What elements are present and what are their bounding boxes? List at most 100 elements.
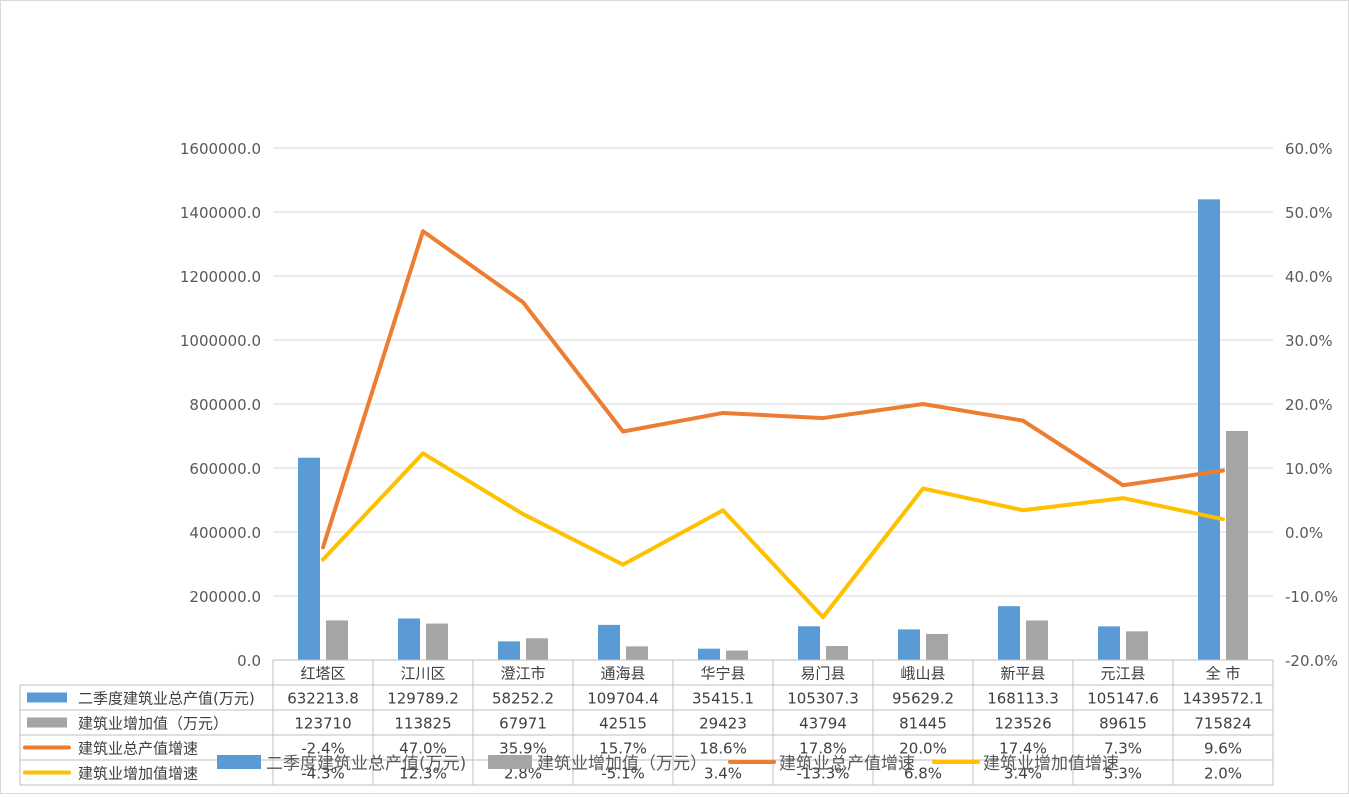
data-label: 58252.2 [492, 690, 554, 708]
y-left-tick-label: 1000000.0 [180, 332, 261, 350]
data-label: -4.3% [301, 765, 345, 783]
bar [998, 606, 1020, 660]
data-label: 168113.3 [987, 690, 1059, 708]
data-label: 6.8% [904, 765, 942, 783]
data-label: 35415.1 [692, 690, 754, 708]
data-label: -5.1% [601, 765, 645, 783]
data-label: 7.3% [1104, 740, 1142, 758]
data-label: 3.4% [1004, 765, 1042, 783]
data-label: 67971 [499, 715, 547, 733]
data-label: 47.0% [399, 740, 447, 758]
bar [826, 645, 848, 660]
table-series-name: 建筑业增加值增速 [78, 765, 198, 783]
y-left-tick-label: 800000.0 [189, 396, 261, 414]
legend-label: 建筑业增加值增速 [983, 754, 1119, 774]
data-label: 17.8% [799, 740, 847, 758]
y-right-tick-label: 0.0% [1285, 524, 1323, 542]
left-y-axis: 0.0 200000.0 400000.0 600000.0 800000.0 10000… [180, 140, 261, 670]
y-left-tick-label: 1400000.0 [180, 204, 261, 222]
bar-series-layer [298, 199, 1248, 661]
data-label: 29423 [699, 715, 747, 733]
bar [326, 620, 348, 660]
x-category-label: 新平县 [1000, 665, 1045, 683]
data-label: 81445 [899, 715, 947, 733]
bar [726, 650, 748, 660]
x-category-label: 华宁县 [700, 665, 745, 683]
data-label: 18.6% [699, 740, 747, 758]
bar [426, 623, 448, 660]
bar [526, 638, 548, 660]
bar [1026, 620, 1048, 660]
data-label: 1439572.1 [1182, 690, 1263, 708]
x-category-label: 江川区 [400, 665, 445, 683]
table-series-name: 二季度建筑业总产值(万元) [78, 690, 255, 708]
data-label: 2.0% [1204, 765, 1242, 783]
x-category-label: 澄江市 [500, 665, 545, 683]
data-label: 35.9% [499, 740, 547, 758]
bar [598, 624, 620, 660]
y-right-tick-label: 40.0% [1285, 268, 1333, 286]
data-label: 105307.3 [787, 690, 859, 708]
bar [1098, 626, 1120, 660]
data-label: 113825 [394, 715, 451, 733]
data-label: 3.4% [704, 765, 742, 783]
data-label: 129789.2 [387, 690, 459, 708]
y-right-tick-label: 20.0% [1285, 396, 1333, 414]
legend-key [488, 755, 532, 769]
legend-label: 建筑业总产值增速 [779, 754, 915, 774]
bar [926, 633, 948, 660]
bar [1126, 631, 1148, 660]
y-right-tick-label: 50.0% [1285, 204, 1333, 222]
data-label: 95629.2 [892, 690, 954, 708]
bar [698, 648, 720, 660]
data-label: 123526 [994, 715, 1051, 733]
y-right-tick-label: 30.0% [1285, 332, 1333, 350]
data-label: 42515 [599, 715, 647, 733]
bar [626, 646, 648, 660]
data-label: -13.3% [796, 765, 849, 783]
y-left-tick-label: 600000.0 [189, 460, 261, 478]
data-label: 123710 [294, 715, 351, 733]
legend-key [217, 755, 261, 769]
data-label: 5.3% [1104, 765, 1142, 783]
data-label: 89615 [1099, 715, 1147, 733]
bar [1198, 199, 1220, 661]
y-left-tick-label: 400000.0 [189, 524, 261, 542]
bar [898, 629, 920, 660]
data-label: 105147.6 [1087, 690, 1159, 708]
y-left-tick-label: 0.0 [237, 652, 261, 670]
data-label: 109704.4 [587, 690, 659, 708]
data-label: 12.3% [399, 765, 447, 783]
data-label: 20.0% [899, 740, 947, 758]
table-legend-key [27, 717, 67, 728]
right-y-axis: -20.0% -10.0% 0.0% 10.0% 20.0% 30.0% 40.0% 50.0… [1285, 140, 1338, 670]
data-label: 9.6% [1204, 740, 1242, 758]
data-label: -2.4% [301, 740, 345, 758]
line-series-layer [321, 229, 1225, 620]
bar [1226, 430, 1248, 660]
legend: 二季度建筑业总产值(万元) 建筑业增加值（万元） 建筑业总产值增速 建筑业增加值增速 [217, 754, 1119, 774]
table-legend-key [27, 692, 67, 703]
y-right-tick-label: 10.0% [1285, 460, 1333, 478]
legend-label: 建筑业增加值（万元） [537, 754, 707, 774]
y-left-tick-label: 200000.0 [189, 588, 261, 606]
data-label: 715824 [1194, 715, 1251, 733]
x-category-label: 易门县 [800, 665, 845, 683]
data-label: 15.7% [599, 740, 647, 758]
y-right-tick-label: -10.0% [1285, 588, 1338, 606]
legend-label: 二季度建筑业总产值(万元) [266, 754, 466, 774]
x-category-label: 全 市 [1206, 665, 1241, 683]
bar [798, 626, 820, 660]
x-category-label: 峨山县 [900, 665, 945, 683]
table-series-name: 建筑业总产值增速 [78, 740, 198, 758]
table-series-name: 建筑业增加值（万元） [78, 715, 228, 733]
series-line [321, 229, 1225, 550]
data-label: 632213.8 [287, 690, 359, 708]
data-table: 红塔区 江川区 澄江市 通海县 华宁县 易门县 峨山县 新平县 元江县 全 市二季度建筑业总产值(… [19, 659, 1274, 786]
bar [498, 641, 520, 660]
x-category-label: 元江县 [1100, 665, 1145, 683]
data-label: 43794 [799, 715, 847, 733]
